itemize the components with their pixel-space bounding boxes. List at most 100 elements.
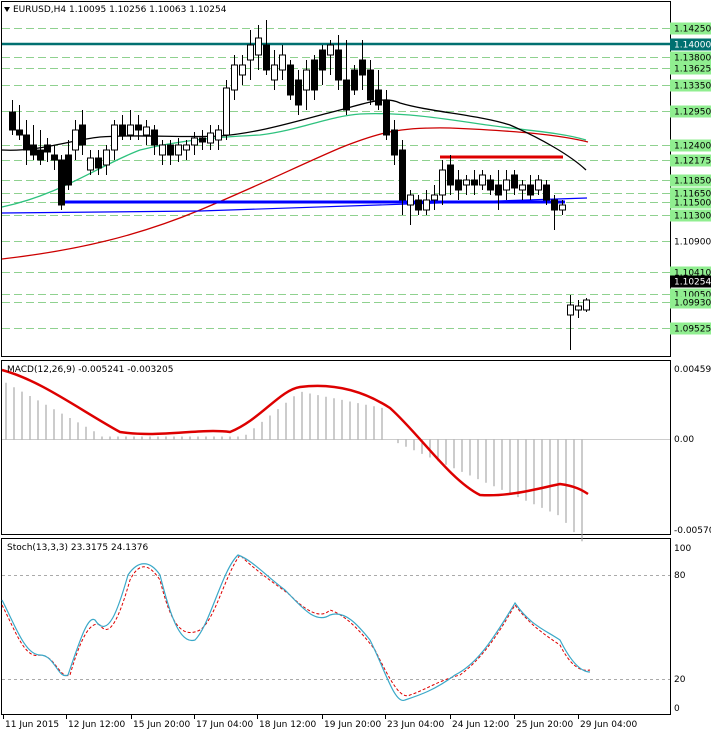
candle[interactable] <box>367 69 374 101</box>
candle[interactable] <box>351 69 358 91</box>
candle[interactable] <box>447 164 454 186</box>
candle[interactable] <box>503 179 510 191</box>
candle[interactable] <box>455 179 462 191</box>
candle[interactable] <box>159 144 166 156</box>
price-axis-label: 1.13625 <box>674 65 711 75</box>
candle[interactable] <box>167 144 174 156</box>
candle[interactable] <box>9 111 16 131</box>
candle[interactable] <box>231 64 238 91</box>
candle[interactable] <box>143 126 150 136</box>
candle[interactable] <box>279 54 286 71</box>
candle[interactable] <box>431 194 438 201</box>
time-axis-label: 11 Jun 2015 <box>5 720 59 730</box>
candle[interactable] <box>263 44 270 71</box>
candle[interactable] <box>343 79 350 111</box>
candle[interactable] <box>239 64 246 76</box>
candle[interactable] <box>16 129 23 136</box>
candle[interactable] <box>311 59 318 91</box>
candle[interactable] <box>255 37 262 56</box>
candle[interactable] <box>287 64 294 96</box>
candle[interactable] <box>135 124 142 131</box>
triangle-down-icon[interactable] <box>4 7 10 12</box>
candle[interactable] <box>407 194 414 206</box>
chart-title[interactable]: EURUSD,H4 1.10095 1.10256 1.10063 1.1025… <box>4 5 226 15</box>
trend-channel-line[interactable] <box>199 197 588 212</box>
candle[interactable] <box>23 134 30 151</box>
candle[interactable] <box>103 149 110 166</box>
candle[interactable] <box>79 124 86 146</box>
candle[interactable] <box>65 154 72 186</box>
candle[interactable] <box>535 179 542 191</box>
price-axis-label: 1.11850 <box>674 177 711 187</box>
candle[interactable] <box>191 137 198 146</box>
candle[interactable] <box>543 184 550 201</box>
candle[interactable] <box>207 132 214 144</box>
price-axis-label: 1.10410 <box>674 269 711 279</box>
candle[interactable] <box>271 64 278 81</box>
candle[interactable] <box>127 124 134 136</box>
time-axis-label: 23 Jun 04:00 <box>387 720 444 730</box>
candle[interactable] <box>87 157 94 171</box>
candle[interactable] <box>567 304 574 316</box>
candle[interactable] <box>487 179 494 191</box>
time-axis-label: 19 Jun 20:00 <box>324 720 381 730</box>
price-axis-label: 1.10254 <box>674 278 711 288</box>
candle[interactable] <box>58 159 65 206</box>
candle[interactable] <box>479 174 486 186</box>
candle[interactable] <box>399 149 406 201</box>
candle[interactable] <box>51 154 58 161</box>
candle[interactable] <box>383 99 390 136</box>
time-axis: 11 Jun 2015 12 Jun 12:00 15 Jun 20:00 17 Ju… <box>3 714 637 730</box>
candle[interactable] <box>527 184 534 196</box>
candle[interactable] <box>391 129 398 156</box>
candle[interactable] <box>303 69 310 91</box>
candle[interactable] <box>95 157 102 169</box>
candle[interactable] <box>111 124 118 151</box>
macd-signal-line <box>1 368 589 497</box>
candle[interactable] <box>30 144 37 156</box>
trend-channel-line[interactable] <box>1 210 201 214</box>
time-axis-label: 17 Jun 04:00 <box>196 720 253 730</box>
ma-black-line <box>1 99 587 171</box>
candle[interactable] <box>37 149 44 161</box>
candle[interactable] <box>199 137 206 143</box>
candle[interactable] <box>575 305 582 311</box>
candlestick-series[interactable] <box>9 20 590 350</box>
candle[interactable] <box>72 129 79 151</box>
candle[interactable] <box>223 87 230 136</box>
macd-axis-label: -0.005709 <box>674 526 711 536</box>
time-axis-label: 15 Jun 20:00 <box>133 720 190 730</box>
candle[interactable] <box>335 49 342 81</box>
candle[interactable] <box>559 204 566 211</box>
candle[interactable] <box>375 89 382 106</box>
candle[interactable] <box>495 184 502 196</box>
price-axis-label: 1.12400 <box>674 142 711 152</box>
candle[interactable] <box>359 59 366 76</box>
candle[interactable] <box>463 179 470 186</box>
moving-averages <box>1 99 589 260</box>
candle[interactable] <box>471 179 478 186</box>
candle[interactable] <box>327 44 334 56</box>
candle[interactable] <box>119 124 126 136</box>
candle[interactable] <box>319 49 326 71</box>
price-axis-label: 1.11300 <box>674 212 711 222</box>
candle[interactable] <box>175 144 182 156</box>
candle[interactable] <box>439 169 446 196</box>
candle[interactable] <box>423 199 430 211</box>
candle[interactable] <box>183 144 190 151</box>
candle[interactable] <box>519 184 526 191</box>
candle[interactable] <box>511 174 518 189</box>
stoch-axis-label: 80 <box>674 571 686 581</box>
candle[interactable] <box>551 199 558 211</box>
drawn-levels[interactable] <box>1 42 670 214</box>
candle[interactable] <box>215 129 222 141</box>
candle[interactable] <box>247 44 254 61</box>
candle[interactable] <box>415 199 422 211</box>
candle[interactable] <box>583 299 590 311</box>
candle[interactable] <box>151 129 158 146</box>
price-axis-label: 1.10900 <box>674 238 711 248</box>
candle[interactable] <box>44 144 51 153</box>
candle[interactable] <box>295 79 302 106</box>
